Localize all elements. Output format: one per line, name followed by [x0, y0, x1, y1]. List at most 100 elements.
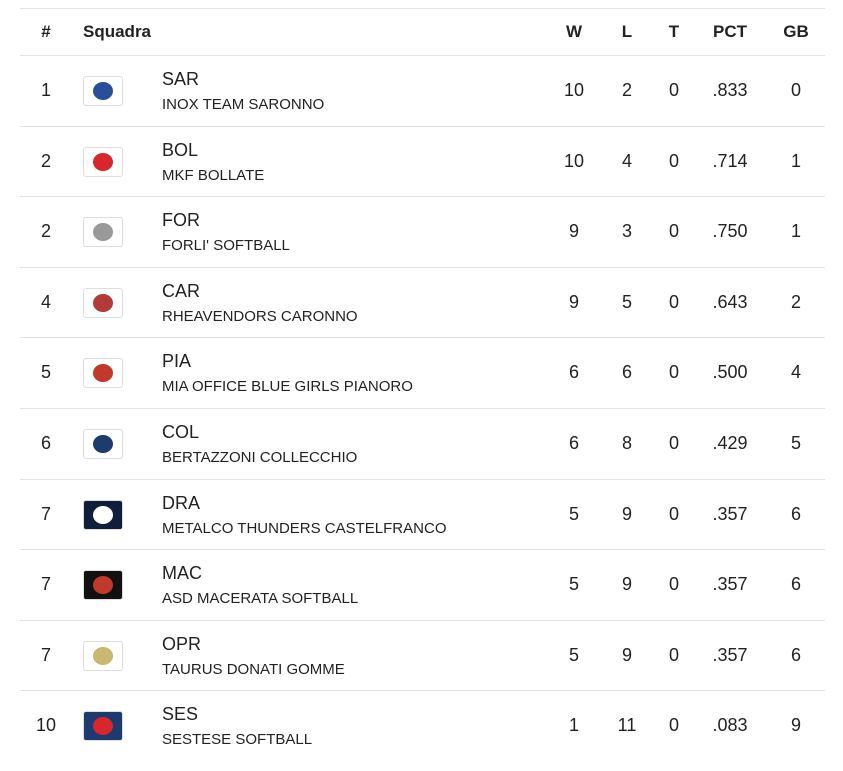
- cell: .083: [712, 715, 748, 736]
- cell: 5: [568, 574, 579, 595]
- cell: 6: [568, 362, 579, 383]
- team-logo: [83, 146, 123, 177]
- column-header: GB: [783, 22, 809, 41]
- cell: 10: [563, 80, 585, 100]
- team-name: MIA OFFICE BLUE GIRLS PIANORO: [162, 378, 413, 396]
- cell: 4: [40, 291, 51, 312]
- cell: 7: [40, 644, 51, 665]
- row-divider: [20, 690, 825, 692]
- team-code: DRA: [162, 492, 201, 513]
- cell: 9: [568, 221, 579, 242]
- row-divider: [20, 549, 825, 551]
- team-code: FOR: [162, 210, 200, 231]
- team-name: METALCO THUNDERS CASTELFRANCO: [162, 519, 447, 537]
- logo-mark: [93, 364, 113, 383]
- table-border: [20, 8, 825, 9]
- cell: 2: [790, 291, 801, 312]
- cell: 0: [668, 291, 679, 312]
- column-header: T: [668, 22, 680, 41]
- cell: 6: [568, 433, 579, 453]
- logo-mark: [93, 646, 113, 665]
- cell: 0: [668, 433, 679, 453]
- cell: 9: [621, 574, 632, 595]
- team-logo: [83, 287, 123, 318]
- cell: 9: [621, 644, 632, 665]
- cell: 7: [40, 503, 51, 524]
- cell: 2: [621, 80, 632, 100]
- team-logo: [83, 76, 123, 106]
- team-name: TAURUS DONATI GOMME: [162, 660, 345, 678]
- cell: 0: [668, 503, 679, 524]
- cell: 10: [35, 715, 57, 736]
- row-divider: [20, 619, 825, 621]
- team-logo: [83, 217, 123, 248]
- cell: 4: [621, 150, 632, 171]
- cell: 2: [40, 150, 51, 171]
- logo-mark: [93, 505, 113, 524]
- logo-mark: [93, 82, 113, 100]
- team-code: MAC: [162, 563, 202, 584]
- cell: 1: [790, 150, 801, 171]
- cell: 9: [790, 715, 801, 736]
- cell: .833: [712, 80, 748, 100]
- cell: 11: [617, 715, 637, 736]
- logo-mark: [93, 435, 113, 453]
- team-logo: [83, 358, 123, 389]
- cell: .357: [712, 503, 748, 524]
- logo-mark: [93, 152, 113, 171]
- cell: .643: [712, 291, 748, 312]
- row-divider: [20, 478, 825, 480]
- cell: 0: [668, 362, 679, 383]
- cell: .357: [712, 574, 748, 595]
- team-code: COL: [162, 422, 200, 442]
- logo-mark: [93, 717, 113, 736]
- team-code: SES: [162, 704, 199, 725]
- cell: 5: [568, 644, 579, 665]
- team-name: INOX TEAM SARONNO: [162, 96, 325, 113]
- team-name: FORLI' SOFTBALL: [162, 237, 290, 255]
- logo-mark: [93, 293, 113, 312]
- cell: 2: [40, 221, 51, 242]
- row-divider: [20, 196, 825, 198]
- cell: 8: [621, 433, 632, 453]
- cell: .357: [712, 644, 748, 665]
- cell: 4: [790, 362, 801, 383]
- team-logo: [83, 711, 123, 742]
- column-header: W: [565, 22, 583, 41]
- team-logo: [83, 570, 123, 601]
- column-header: Squadra: [83, 22, 152, 41]
- row-divider: [20, 125, 825, 127]
- team-name: RHEAVENDORS CARONNO: [162, 307, 358, 325]
- team-code: CAR: [162, 280, 201, 301]
- cell: .750: [712, 221, 748, 242]
- team-name: ASD MACERATA SOFTBALL: [162, 590, 359, 608]
- team-code: SAR: [162, 69, 200, 89]
- team-name: SESTESE SOFTBALL: [162, 731, 313, 749]
- team-code: PIA: [162, 351, 192, 372]
- cell: 5: [790, 433, 801, 453]
- cell: 6: [40, 433, 51, 453]
- team-logo: [83, 499, 123, 530]
- cell: 9: [621, 503, 632, 524]
- column-header: PCT: [713, 22, 747, 41]
- cell: 5: [40, 362, 51, 383]
- cell: 6: [790, 644, 801, 665]
- cell: 1: [790, 221, 801, 242]
- cell: 6: [790, 503, 801, 524]
- team-name: BERTAZZONI COLLECCHIO: [162, 449, 358, 466]
- logo-mark: [93, 576, 113, 595]
- column-header: #: [41, 22, 51, 41]
- cell: 0: [668, 80, 679, 100]
- row-divider: [20, 337, 825, 339]
- cell: 0: [668, 715, 679, 736]
- cell: 5: [621, 291, 632, 312]
- cell: 6: [621, 362, 632, 383]
- column-header: L: [621, 22, 633, 41]
- cell: .500: [712, 362, 748, 383]
- row-divider: [20, 266, 825, 268]
- table-border: [20, 55, 825, 56]
- cell: 0: [790, 80, 801, 100]
- cell: 0: [668, 644, 679, 665]
- team-name: MKF BOLLATE: [162, 166, 265, 184]
